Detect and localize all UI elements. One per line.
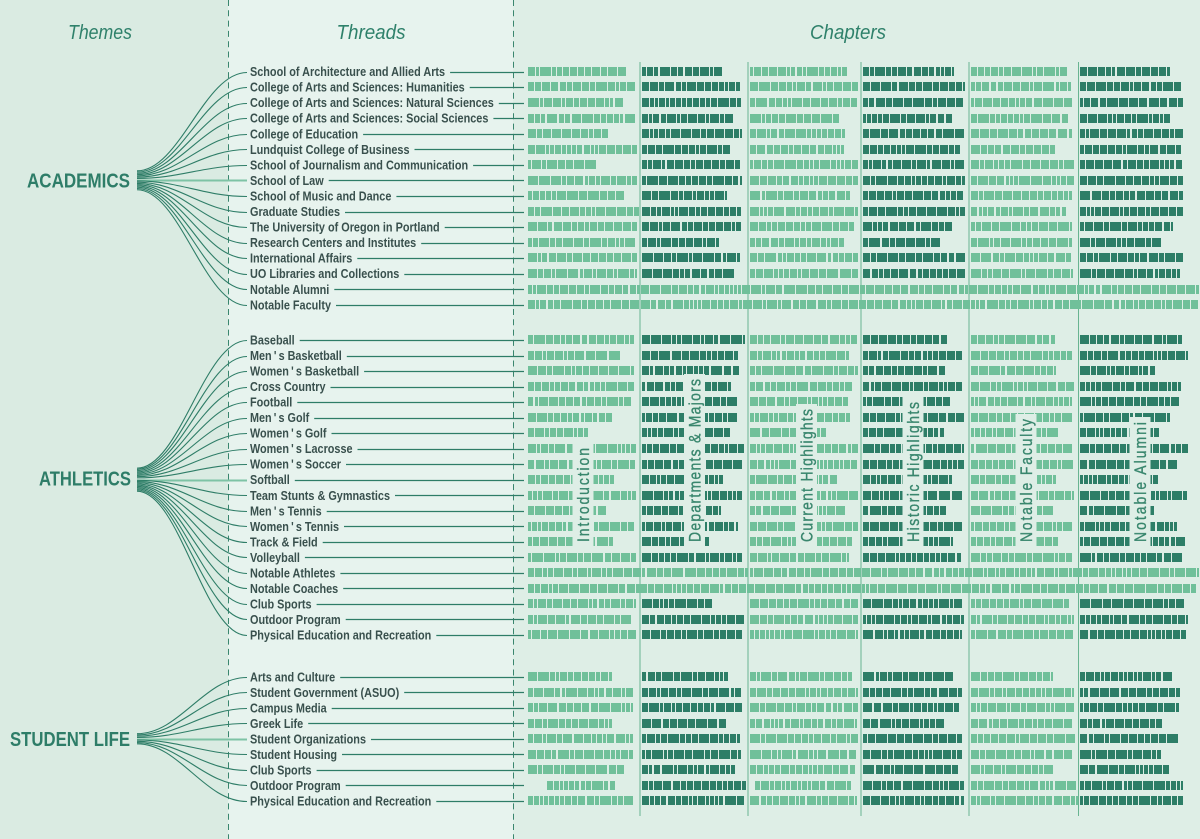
svg-text:Volleyball: Volleyball	[250, 550, 300, 565]
svg-text:Notable Coaches: Notable Coaches	[250, 581, 338, 596]
svg-text:ATHLETICS: ATHLETICS	[39, 469, 131, 491]
svg-text:Notable Alumni: Notable Alumni	[1132, 422, 1151, 542]
svg-text:Team Stunts & Gymnastics: Team Stunts & Gymnastics	[250, 488, 390, 503]
svg-text:Notable Athletes: Notable Athletes	[250, 565, 335, 580]
svg-text:Historic Highlights: Historic Highlights	[905, 402, 924, 542]
svg-text:The University of Oregon in Po: The University of Oregon in Portland	[250, 220, 440, 235]
svg-text:Track & Field: Track & Field	[250, 534, 318, 549]
svg-text:Men ' s Golf: Men ' s Golf	[250, 410, 310, 425]
svg-text:International Affairs: International Affairs	[250, 251, 352, 266]
svg-text:Outdoor Program: Outdoor Program	[250, 778, 341, 793]
svg-text:Outdoor Program: Outdoor Program	[250, 612, 341, 627]
svg-text:Graduate Studies: Graduate Studies	[250, 204, 340, 219]
svg-text:College of Arts and Sciences:: College of Arts and Sciences: Humanities	[250, 80, 465, 95]
svg-text:Student Housing: Student Housing	[250, 747, 337, 762]
svg-text:Greek Life: Greek Life	[250, 716, 303, 731]
svg-text:Research Centers and Institute: Research Centers and Institutes	[250, 235, 416, 250]
svg-text:Student Government (ASUO): Student Government (ASUO)	[250, 685, 399, 700]
svg-text:Men ' s Tennis: Men ' s Tennis	[250, 503, 322, 518]
svg-text:School of Architecture and All: School of Architecture and Allied Arts	[250, 64, 445, 79]
svg-text:Lundquist College of Business: Lundquist College of Business	[250, 142, 410, 157]
svg-text:Men ' s Basketball: Men ' s Basketball	[250, 348, 342, 363]
svg-text:Themes: Themes	[68, 22, 132, 44]
svg-text:Campus Media: Campus Media	[250, 700, 327, 715]
svg-text:Notable Faculty: Notable Faculty	[250, 297, 332, 312]
svg-text:Threads: Threads	[337, 22, 406, 44]
svg-text:Women ' s Tennis: Women ' s Tennis	[250, 519, 339, 534]
svg-text:Cross Country: Cross Country	[250, 379, 326, 394]
svg-text:Women ' s Golf: Women ' s Golf	[250, 426, 327, 441]
svg-text:STUDENT LIFE: STUDENT LIFE	[10, 729, 130, 751]
svg-text:ACADEMICS: ACADEMICS	[27, 170, 130, 192]
svg-text:Women ' s Lacrosse: Women ' s Lacrosse	[250, 441, 353, 456]
svg-text:College of Education: College of Education	[250, 126, 358, 141]
svg-text:Women ' s Soccer: Women ' s Soccer	[250, 457, 341, 472]
svg-text:Softball: Softball	[250, 472, 290, 487]
svg-text:Current Highlights: Current Highlights	[798, 409, 817, 542]
svg-text:Club Sports: Club Sports	[250, 596, 312, 611]
svg-text:College of Arts and Sciences:: College of Arts and Sciences: Natural Sc…	[250, 95, 494, 110]
svg-text:School of Law: School of Law	[250, 173, 324, 188]
svg-text:Notable Faculty: Notable Faculty	[1018, 419, 1037, 542]
svg-text:Club Sports: Club Sports	[250, 762, 312, 777]
svg-text:Women ' s Basketball: Women ' s Basketball	[250, 364, 359, 379]
svg-text:Chapters: Chapters	[810, 22, 886, 44]
svg-text:Baseball: Baseball	[250, 333, 295, 348]
svg-text:School of Music and Dance: School of Music and Dance	[250, 188, 391, 203]
svg-text:Physical Education and Recreat: Physical Education and Recreation	[250, 793, 431, 808]
svg-text:Departments & Majors: Departments & Majors	[686, 379, 705, 542]
svg-text:College of Arts and Sciences:: College of Arts and Sciences: Social Sci…	[250, 111, 488, 126]
svg-text:Physical Education and Recreat: Physical Education and Recreation	[250, 627, 431, 642]
svg-text:Student Organizations: Student Organizations	[250, 731, 366, 746]
svg-text:Arts and Culture: Arts and Culture	[250, 669, 335, 684]
svg-text:Notable Alumni: Notable Alumni	[250, 282, 329, 297]
svg-text:UO Libraries and Collections: UO Libraries and Collections	[250, 266, 399, 281]
svg-text:Football: Football	[250, 395, 292, 410]
svg-text:School of Journalism and Commu: School of Journalism and Communication	[250, 157, 468, 172]
